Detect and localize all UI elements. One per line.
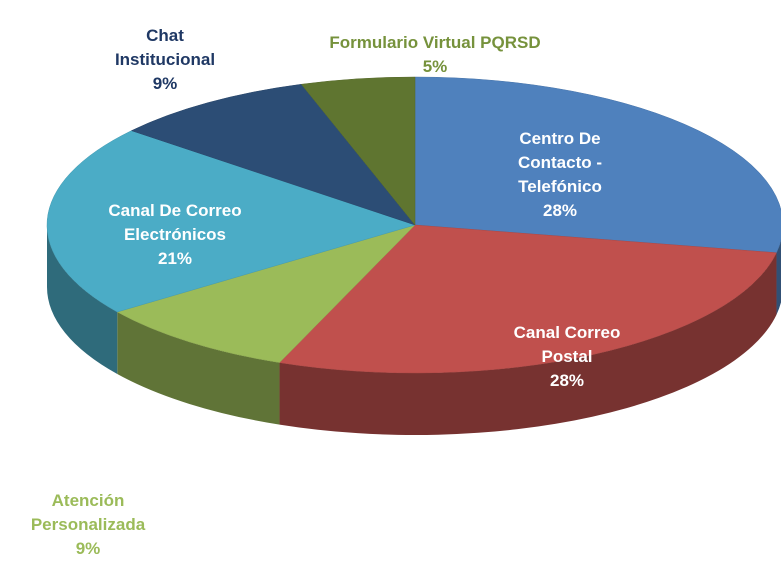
pie-slice-side <box>279 252 777 435</box>
slice-label: Atención Personalizada 9% <box>8 489 168 561</box>
slice-label: Centro De Contacto - Telefónico 28% <box>493 127 628 223</box>
value-label: 28% <box>542 201 578 220</box>
slice-label: Canal De Correo Electrónicos 21% <box>75 199 275 271</box>
slice-label: Canal Correo Postal 28% <box>497 321 637 393</box>
slice-label: Chat Institucional 9% <box>95 24 235 96</box>
value-label: 9% <box>152 74 178 93</box>
value-label: 9% <box>75 539 101 558</box>
category-label: Canal De Correo Electrónicos <box>108 201 242 244</box>
category-label: Formulario Virtual PQRSD <box>329 33 541 52</box>
pie-slice <box>46 130 416 313</box>
pie-slice-side <box>117 311 280 425</box>
pie-slice <box>130 83 416 226</box>
value-label: 28% <box>549 371 585 390</box>
pie-slice-side <box>47 225 118 374</box>
slice-label: Formulario Virtual PQRSD 5% <box>285 31 585 79</box>
pie-slice-side <box>776 240 781 315</box>
pie-slice <box>300 76 416 226</box>
pie-slice <box>279 224 777 374</box>
pie-slice <box>414 76 781 253</box>
category-label: Canal Correo Postal <box>513 323 621 366</box>
pie-slice <box>116 224 416 363</box>
category-label: Centro De Contacto - Telefónico <box>517 129 603 196</box>
value-label: 5% <box>422 57 448 76</box>
value-label: 21% <box>157 249 193 268</box>
category-label: Chat Institucional <box>114 26 216 69</box>
category-label: Atención Personalizada <box>30 491 146 534</box>
